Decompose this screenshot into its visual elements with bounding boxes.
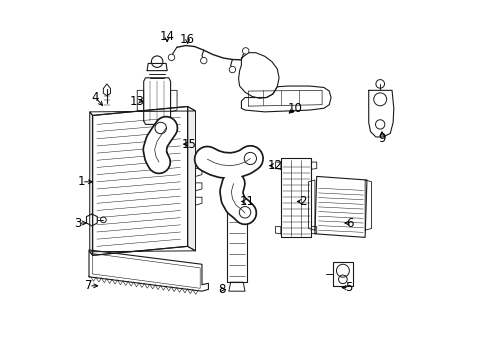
Polygon shape	[281, 158, 311, 237]
Polygon shape	[89, 250, 208, 291]
Text: 6: 6	[346, 216, 354, 230]
Polygon shape	[144, 78, 171, 125]
Text: 16: 16	[180, 32, 195, 46]
Text: 12: 12	[267, 159, 282, 172]
Circle shape	[168, 54, 175, 60]
Polygon shape	[93, 107, 188, 255]
Text: 10: 10	[288, 102, 303, 115]
Polygon shape	[147, 63, 167, 71]
Polygon shape	[227, 211, 247, 282]
Circle shape	[200, 57, 207, 64]
Text: 7: 7	[85, 279, 93, 292]
Polygon shape	[239, 53, 279, 98]
Text: 15: 15	[182, 138, 197, 150]
Circle shape	[243, 48, 249, 54]
Polygon shape	[103, 84, 111, 96]
Text: 8: 8	[218, 283, 225, 296]
Text: 5: 5	[345, 281, 353, 294]
Circle shape	[229, 66, 236, 73]
Polygon shape	[242, 86, 331, 112]
Text: 14: 14	[160, 30, 174, 43]
Text: 13: 13	[129, 95, 144, 108]
Text: 3: 3	[74, 216, 81, 230]
Polygon shape	[188, 107, 196, 251]
Text: 9: 9	[378, 132, 386, 145]
Polygon shape	[87, 214, 97, 226]
Text: 4: 4	[92, 91, 99, 104]
Polygon shape	[333, 262, 353, 286]
Text: 1: 1	[78, 175, 86, 188]
Polygon shape	[368, 90, 394, 137]
Text: 2: 2	[298, 195, 306, 208]
Text: 11: 11	[239, 195, 254, 208]
Polygon shape	[90, 112, 93, 255]
Polygon shape	[315, 176, 367, 237]
